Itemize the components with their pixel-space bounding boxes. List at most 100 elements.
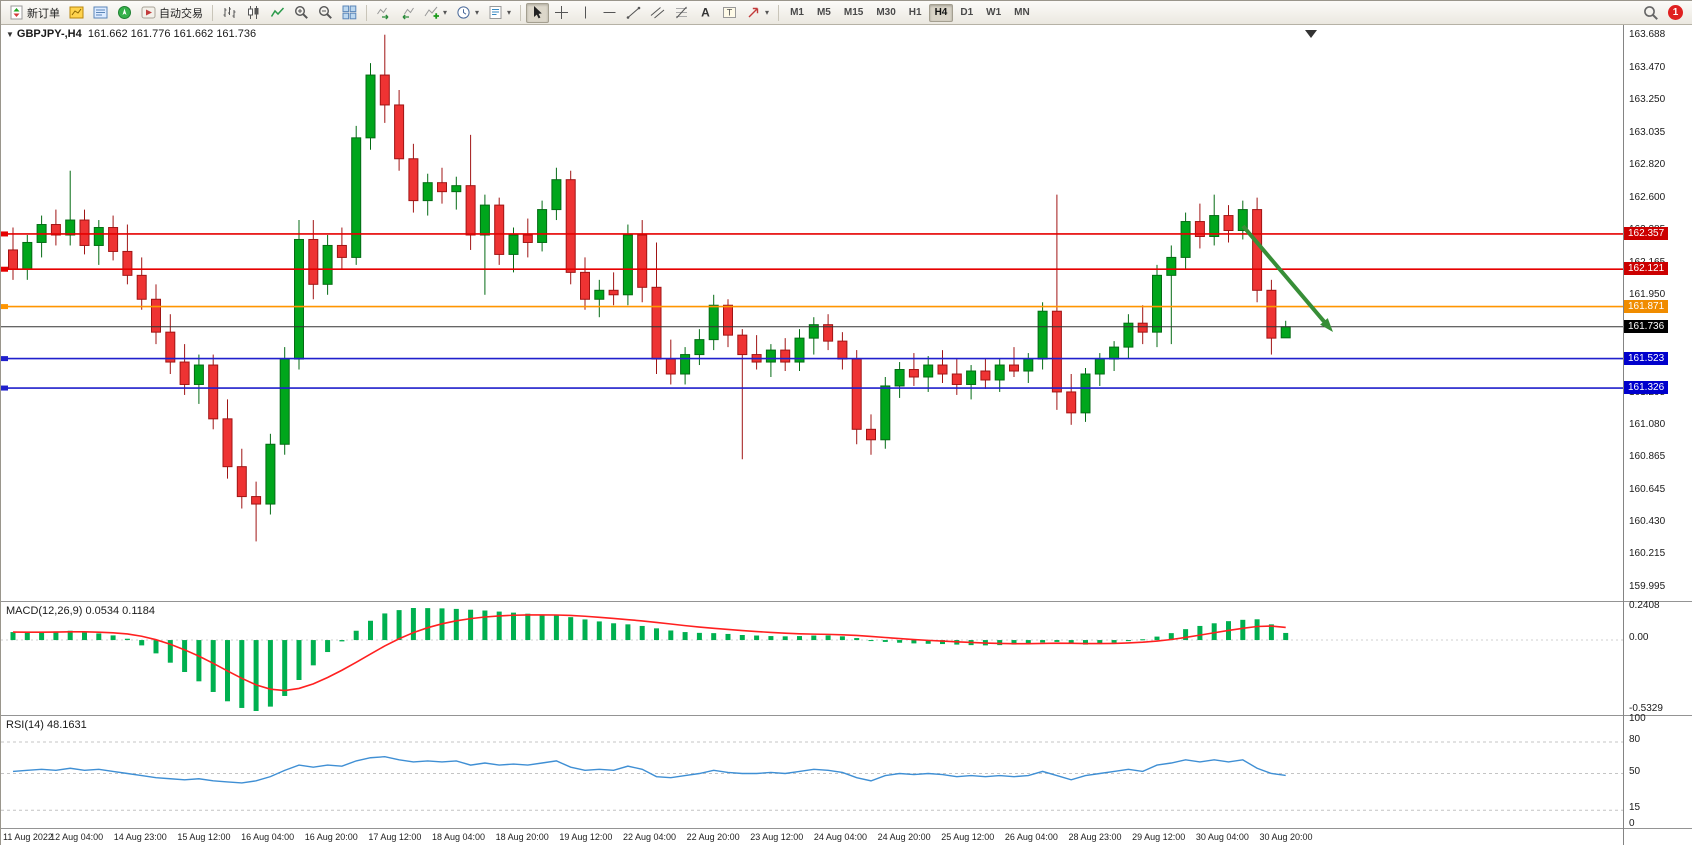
timeframe-mn-button[interactable]: MN [1014, 7, 1030, 18]
chevron-down-icon[interactable]: ▾ [765, 8, 770, 17]
time-axis-label: 18 Aug 04:00 [432, 832, 486, 842]
rsi-panel[interactable]: RSI(14) 48.1631 [1, 715, 1692, 828]
price-chart-canvas[interactable] [1, 25, 1623, 601]
price-tick-label: 162.600 [1629, 191, 1666, 203]
text-tool-button[interactable]: A [694, 3, 717, 23]
level-left-marker [1, 304, 8, 310]
time-axis-label: 16 Aug 20:00 [304, 832, 358, 842]
periods-button[interactable]: ▾ [452, 3, 483, 23]
auto-scroll-button[interactable] [372, 3, 395, 23]
price-tick-label: 160.865 [1629, 450, 1666, 462]
time-axis-label: 22 Aug 20:00 [686, 832, 740, 842]
bar-chart-mode-button[interactable] [218, 3, 241, 23]
chart-shift-marker[interactable] [1305, 30, 1317, 38]
candle-chart-mode-button[interactable] [242, 3, 265, 23]
rsi-axis-label: 15 [1629, 802, 1641, 814]
zoom-in-button[interactable] [290, 3, 313, 23]
price-chart-panel[interactable]: ▼ GBPJPY-,H4 161.662 161.776 161.662 161.… [1, 25, 1692, 601]
chart-window[interactable]: ▼ GBPJPY-,H4 161.662 161.776 161.662 161.… [1, 25, 1692, 845]
trend-arrow-annotation[interactable] [1241, 224, 1333, 332]
search-button[interactable] [1639, 3, 1663, 23]
arrow-icon [746, 5, 761, 20]
horizontal-line-tool-button[interactable] [598, 3, 621, 23]
chart-shift-icon [400, 5, 415, 20]
templates-button[interactable]: ▾ [484, 3, 515, 23]
zoom-out-icon [318, 5, 333, 20]
navigator-button[interactable] [113, 3, 136, 23]
price-level-badge[interactable]: 162.357 [1624, 226, 1669, 240]
price-level-badge[interactable]: 161.523 [1624, 351, 1669, 365]
candlesticks [8, 34, 1291, 542]
price-level-badge[interactable]: 162.121 [1624, 262, 1669, 276]
timeframe-d1-button[interactable]: D1 [960, 7, 974, 18]
navigator-icon [117, 5, 132, 20]
chevron-down-icon[interactable]: ▾ [507, 8, 512, 17]
toolbar-separator [778, 4, 780, 21]
macd-values: 0.0534 0.1184 [85, 605, 156, 617]
timeframe-m5-button[interactable]: M5 [816, 7, 831, 18]
toolbar-separator [366, 4, 367, 21]
level-left-marker [1, 385, 8, 391]
current-price-badge[interactable]: 161.736 [1624, 319, 1669, 333]
time-axis-label: 19 Aug 12:00 [559, 832, 613, 842]
time-axis-label: 24 Aug 20:00 [877, 832, 931, 842]
time-axis-label: 22 Aug 04:00 [622, 832, 677, 842]
macd-axis-label: -0.5329 [1629, 703, 1663, 714]
auto-trading-button[interactable]: 自动交易 [137, 3, 207, 23]
price-tick-label: 163.035 [1629, 126, 1666, 138]
timeframe-m30-button[interactable]: M30 [876, 7, 896, 18]
arrows-tool-button[interactable]: ▾ [742, 3, 773, 23]
fibonacci-tool-button[interactable] [670, 3, 693, 23]
time-axis-label: 30 Aug 04:00 [1195, 832, 1249, 842]
rsi-value: 48.1631 [46, 719, 87, 731]
rsi-axis-label: 80 [1629, 734, 1641, 745]
timeframe-w1-button[interactable]: W1 [986, 7, 1002, 18]
vertical-line-tool-button[interactable] [574, 3, 597, 23]
line-chart-mode-button[interactable] [266, 3, 289, 23]
channel-tool-button[interactable] [646, 3, 669, 23]
chart-window-icon [69, 5, 84, 20]
toolbar-separator [520, 4, 522, 21]
price-tick-label: 163.470 [1629, 61, 1666, 73]
tile-windows-button[interactable] [338, 3, 361, 23]
trendline-tool-button[interactable] [622, 3, 645, 23]
cursor-button[interactable] [526, 2, 550, 23]
tile-windows-icon [342, 5, 357, 20]
level-left-marker [1, 231, 8, 237]
auto-trading-label: 自动交易 [159, 7, 203, 20]
rsi-canvas[interactable] [1, 717, 1623, 829]
time-axis-label: 14 Aug 23:00 [113, 832, 167, 842]
timeframe-m1-button[interactable]: M1 [790, 7, 804, 18]
cursor-icon [530, 5, 545, 20]
time-axis-label: 12 Aug 04:00 [50, 832, 104, 842]
fibonacci-icon [674, 5, 689, 20]
indicators-button[interactable]: ▾ [420, 3, 451, 23]
chevron-down-icon[interactable]: ▾ [443, 8, 448, 17]
price-axis[interactable]: 163.688 163.470 163.250 163.035 162.820 162.6… [1623, 25, 1692, 845]
macd-canvas[interactable] [1, 603, 1623, 716]
collapse-triangle-icon[interactable]: ▼ [6, 30, 14, 39]
price-level-badge[interactable]: 161.871 [1624, 299, 1669, 313]
macd-panel[interactable]: MACD(12,26,9) 0.0534 0.1184 [1, 601, 1692, 715]
time-axis-label: 26 Aug 04:00 [1004, 832, 1058, 842]
time-axis[interactable]: 11 Aug 2022 12 Aug 04:00 14 Aug 23:00 15 Au… [1, 828, 1692, 845]
timeframe-h4-button[interactable]: H4 [928, 3, 954, 22]
rsi-label: RSI(14) 48.1631 [6, 719, 87, 731]
new-order-button[interactable]: 新订单 [5, 3, 64, 23]
crosshair-button[interactable] [550, 3, 573, 23]
chart-window-button[interactable] [65, 3, 88, 23]
ohlc-values: 161.662 161.776 161.662 161.736 [87, 28, 257, 40]
timeframe-m15-button[interactable]: M15 [843, 7, 864, 18]
chevron-down-icon[interactable]: ▾ [475, 8, 480, 17]
macd-signal-line [12, 614, 1286, 692]
market-watch-button[interactable] [89, 3, 112, 23]
notification-badge[interactable]: 1 [1668, 5, 1683, 20]
zoom-out-button[interactable] [314, 3, 337, 23]
text-icon: A [698, 5, 713, 20]
price-level-badge[interactable]: 161.326 [1624, 381, 1669, 395]
price-tick-label: 161.080 [1629, 418, 1666, 430]
text-label-tool-button[interactable]: T [718, 3, 741, 23]
timeframe-h1-button[interactable]: H1 [908, 7, 922, 18]
macd-axis-label: 0.00 [1629, 632, 1649, 644]
chart-shift-button[interactable] [396, 3, 419, 23]
